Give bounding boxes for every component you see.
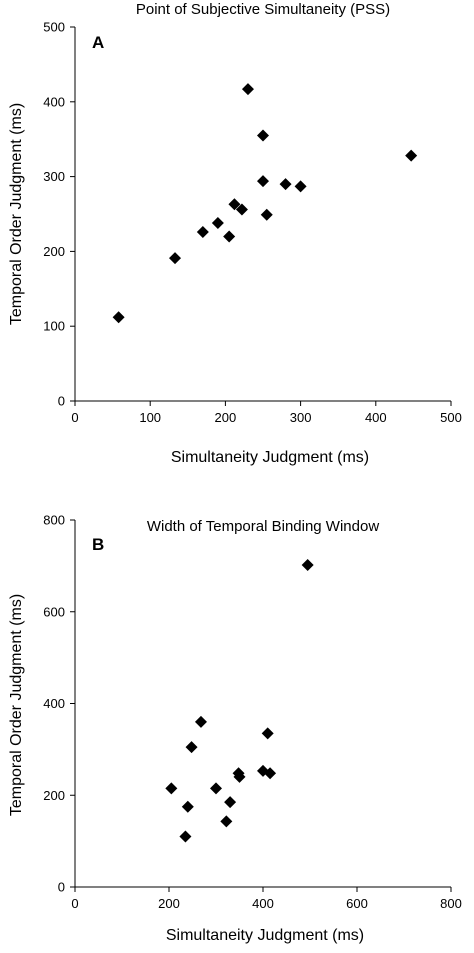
chart-a-data-point <box>279 178 292 191</box>
chart-b-data-point <box>194 715 207 728</box>
chart-b-x-tick-label: 800 <box>440 896 462 911</box>
chart-a-data-point <box>260 208 273 221</box>
chart-b-data-point <box>181 800 194 813</box>
chart-a-data-point <box>228 198 241 211</box>
chart-a-x-tick-label: 0 <box>71 410 78 425</box>
chart-a-panel-label: A <box>92 33 104 52</box>
chart-b-data-point <box>210 782 222 795</box>
chart-b-y-tick-label: 400 <box>43 696 65 711</box>
chart-b-y-tick-label: 800 <box>43 513 65 528</box>
chart-a-data-point <box>223 230 236 243</box>
chart-a-data-point <box>257 175 269 188</box>
chart-a-data-point <box>235 203 248 216</box>
chart-a-y-tick-label: 200 <box>43 244 65 259</box>
chart-a-x-tick-label: 200 <box>215 410 237 425</box>
chart-a-title: Point of Subjective Simultaneity (PSS) <box>136 1 390 18</box>
chart-a-ylabel: Temporal Order Judgment (ms) <box>8 103 25 325</box>
chart-b-data-point <box>264 767 277 780</box>
chart-b-data-point <box>301 558 314 571</box>
chart-b-data-point <box>179 830 192 843</box>
chart-b-x-tick-label: 0 <box>71 896 78 911</box>
chart-b-xlabel: Simultaneity Judgment (ms) <box>166 927 364 944</box>
chart-a-x-tick-label: 400 <box>365 410 387 425</box>
chart-a-data-point <box>112 311 125 324</box>
chart-a-data-point <box>196 225 209 238</box>
chart-a-marks: 0 100 200 300 400 500 0 100 200 300 400 500 <box>43 20 462 426</box>
chart-b-data-point <box>165 782 178 795</box>
chart-a-y-tick-label: 0 <box>58 394 65 409</box>
chart-a-x-tick-label: 500 <box>440 410 462 425</box>
chart-b-y-tick-label: 0 <box>58 880 65 895</box>
chart-b-data-point <box>261 727 274 740</box>
chart-b-data-point <box>185 741 198 754</box>
chart-b-data-point <box>233 770 246 783</box>
chart-b-y-tick-label: 200 <box>43 788 65 803</box>
chart-b-x-tick-label: 200 <box>158 896 180 911</box>
chart-a-data-point <box>241 83 254 96</box>
chart-a-xlabel: Simultaneity Judgment (ms) <box>171 449 369 466</box>
chart-a: Point of Subjective Simultaneity (PSS) A… <box>8 1 462 466</box>
chart-b-data-point <box>220 815 233 828</box>
chart-a-y-tick-label: 100 <box>43 319 65 334</box>
chart-b-x-tick-label: 400 <box>252 896 274 911</box>
chart-a-x-tick-label: 300 <box>290 410 312 425</box>
chart-a-data-point <box>257 129 269 142</box>
chart-b-panel-label: B <box>92 535 104 554</box>
chart-a-data-point <box>294 180 307 193</box>
chart-a-x-tick-label: 100 <box>139 410 161 425</box>
chart-a-data-point <box>169 252 182 265</box>
chart-b: Width of Temporal Binding Window B 0 200 4… <box>8 513 462 945</box>
chart-b-data-point <box>224 796 237 809</box>
chart-b-marks: 0 200 400 600 800 0 200 400 600 800 <box>43 513 462 912</box>
chart-a-y-tick-label: 500 <box>43 20 65 35</box>
chart-b-ylabel: Temporal Order Judgment (ms) <box>8 594 25 816</box>
chart-a-data-point <box>405 149 418 162</box>
chart-a-y-tick-label: 300 <box>43 169 65 184</box>
chart-a-y-tick-label: 400 <box>43 94 65 109</box>
chart-b-x-tick-label: 600 <box>346 896 368 911</box>
chart-b-y-tick-label: 600 <box>43 604 65 619</box>
chart-b-title: Width of Temporal Binding Window <box>147 518 379 535</box>
chart-a-data-point <box>211 216 224 229</box>
